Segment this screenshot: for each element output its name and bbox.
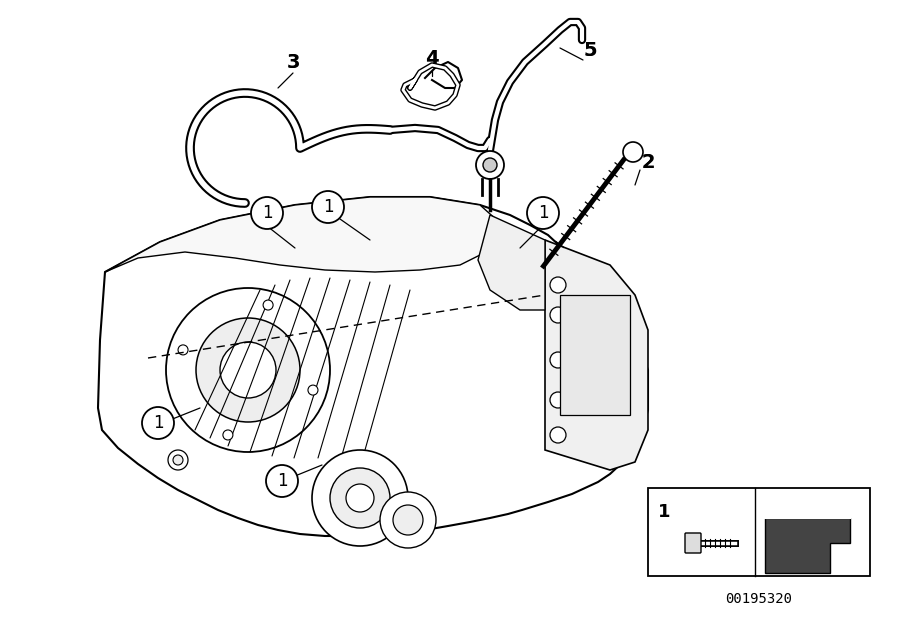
- Circle shape: [380, 492, 436, 548]
- Text: 5: 5: [584, 41, 596, 60]
- Circle shape: [623, 142, 643, 162]
- Text: 5: 5: [583, 41, 597, 60]
- Circle shape: [550, 392, 566, 408]
- FancyBboxPatch shape: [685, 533, 701, 553]
- Text: 2: 2: [641, 153, 655, 172]
- Circle shape: [178, 345, 188, 355]
- Text: 2: 2: [642, 153, 654, 172]
- Text: 1: 1: [276, 472, 287, 490]
- Polygon shape: [105, 197, 508, 272]
- Text: 00195320: 00195320: [725, 592, 793, 606]
- Polygon shape: [478, 215, 545, 310]
- Text: 4: 4: [426, 48, 438, 67]
- Circle shape: [142, 407, 174, 439]
- Text: 1: 1: [153, 414, 163, 432]
- Circle shape: [220, 342, 276, 398]
- Circle shape: [173, 455, 183, 465]
- Circle shape: [196, 318, 300, 422]
- Circle shape: [330, 468, 390, 528]
- Circle shape: [550, 277, 566, 293]
- Circle shape: [483, 158, 497, 172]
- Circle shape: [393, 505, 423, 535]
- Polygon shape: [765, 518, 850, 573]
- Circle shape: [312, 191, 344, 223]
- Circle shape: [476, 151, 504, 179]
- Circle shape: [266, 465, 298, 497]
- Polygon shape: [98, 197, 648, 536]
- Circle shape: [166, 288, 330, 452]
- Circle shape: [308, 385, 318, 395]
- Text: 3: 3: [287, 53, 299, 71]
- Circle shape: [263, 300, 273, 310]
- Polygon shape: [545, 240, 648, 470]
- Circle shape: [550, 427, 566, 443]
- Circle shape: [168, 450, 188, 470]
- Text: 1: 1: [537, 204, 548, 222]
- Circle shape: [312, 450, 408, 546]
- Text: 3: 3: [286, 53, 300, 71]
- Text: 1: 1: [262, 204, 273, 222]
- Circle shape: [223, 430, 233, 440]
- Circle shape: [550, 352, 566, 368]
- Text: 1: 1: [323, 198, 333, 216]
- FancyBboxPatch shape: [560, 295, 630, 415]
- Circle shape: [251, 197, 283, 229]
- Text: 4: 4: [425, 48, 439, 67]
- Circle shape: [527, 197, 559, 229]
- Circle shape: [550, 307, 566, 323]
- Circle shape: [346, 484, 374, 512]
- Text: 1: 1: [658, 503, 670, 521]
- FancyBboxPatch shape: [648, 488, 870, 576]
